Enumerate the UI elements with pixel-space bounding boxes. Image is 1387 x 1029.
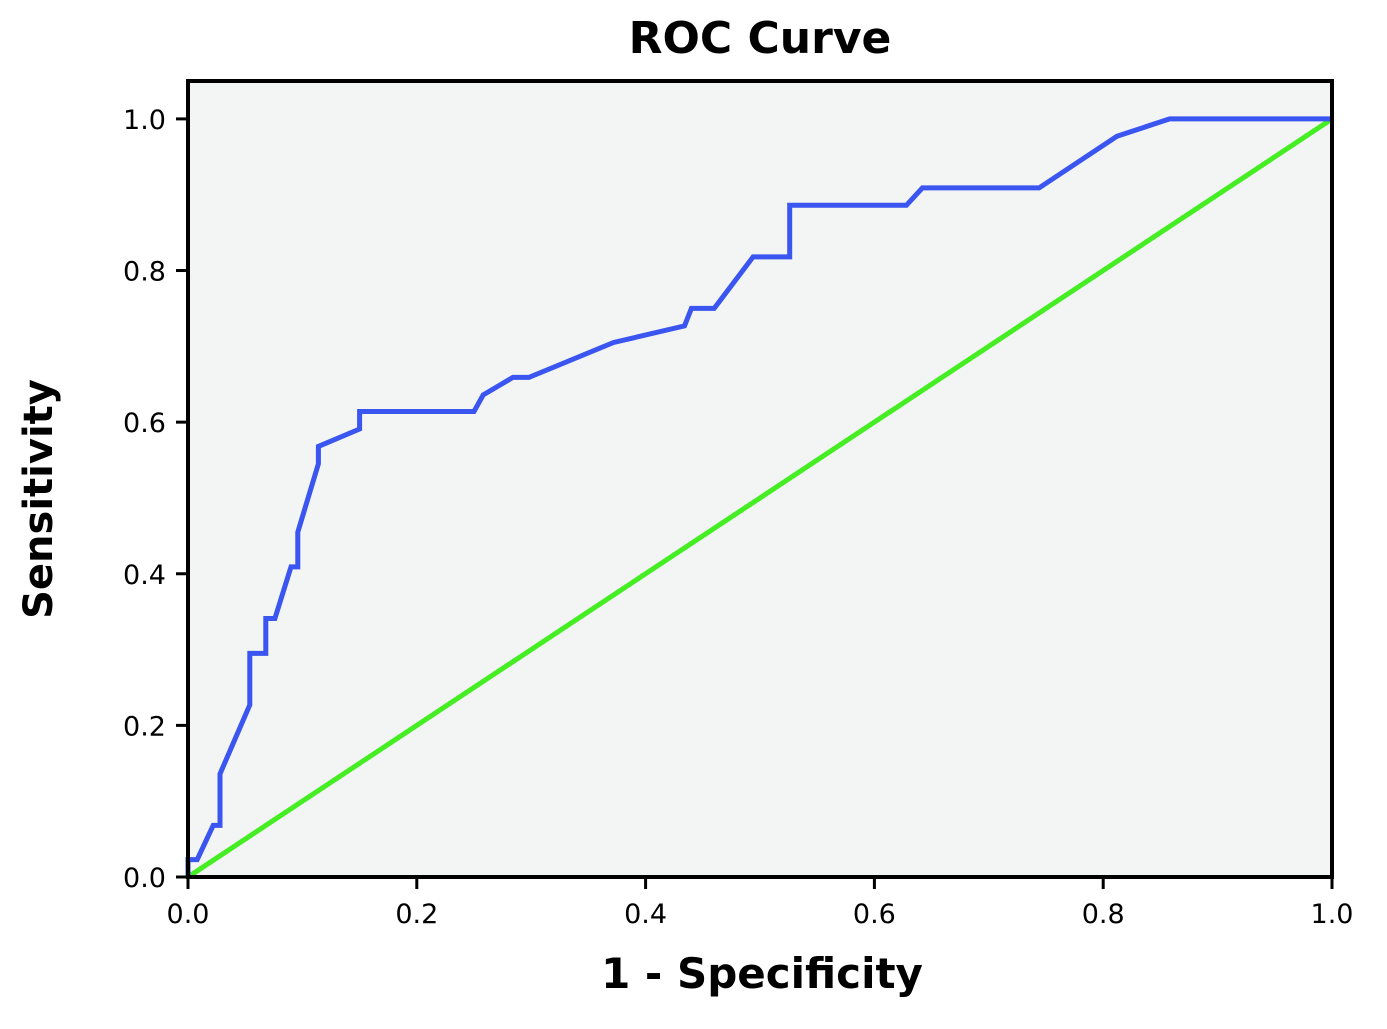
plot-frame — [186, 79, 1334, 879]
chart-title: ROC Curve — [629, 13, 892, 64]
y-tick-label: 0.2 — [123, 711, 166, 742]
y-tick-label: 0.0 — [123, 863, 166, 894]
x-axis: 0.0 0.2 0.4 0.6 0.8 1.0 — [167, 877, 1354, 930]
x-tick-label: 1.0 — [1311, 899, 1354, 930]
y-tick-label: 1.0 — [123, 105, 166, 136]
x-tick-label: 0.4 — [624, 899, 667, 930]
x-axis-label: 1 - Specificity — [601, 949, 923, 998]
roc-curve-line — [185, 116, 1332, 877]
series-layer — [185, 116, 1334, 880]
y-axis-label: Sensitivity — [16, 379, 62, 619]
y-tick-label: 0.8 — [123, 257, 166, 288]
x-tick-label: 0.6 — [853, 899, 896, 930]
y-axis: 0.0 0.2 0.4 0.6 0.8 1.0 — [123, 105, 188, 894]
x-tick-label: 0.2 — [395, 899, 438, 930]
reference-diagonal-line — [186, 116, 1334, 880]
x-tick-label: 0.0 — [167, 899, 210, 930]
x-tick-label: 0.8 — [1082, 899, 1125, 930]
y-tick-label: 0.6 — [123, 408, 166, 439]
y-tick-label: 0.4 — [123, 560, 166, 591]
plot-area — [188, 81, 1332, 877]
